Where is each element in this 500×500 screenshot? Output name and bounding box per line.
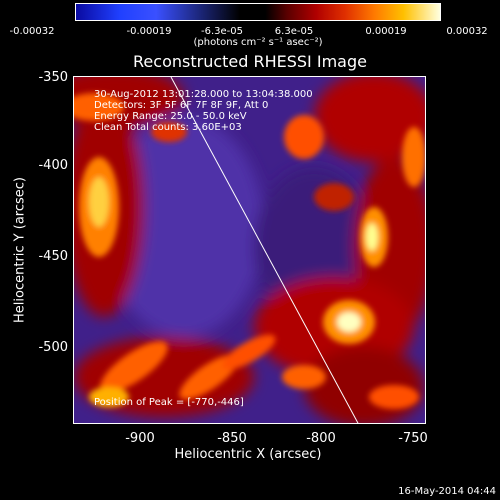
y-tick: -350 <box>38 70 68 85</box>
image-canvas <box>74 77 425 423</box>
timestamp: 16-May-2014 04:44 <box>398 486 496 497</box>
colorbar-unit: (photons cm⁻² s⁻¹ asec⁻²) <box>193 37 323 48</box>
rhessi-image <box>73 76 426 424</box>
colorbar-tick: -0.00032 <box>9 26 55 37</box>
x-tick: -800 <box>306 431 336 446</box>
image-title: Reconstructed RHESSI Image <box>133 52 367 71</box>
colorbar-tick: -6.3e-05 <box>201 26 243 37</box>
y-tick: -400 <box>38 158 68 173</box>
colorbar-tick: 6.3e-05 <box>274 26 314 37</box>
y-tick: -500 <box>38 340 68 355</box>
colorbar <box>75 3 441 21</box>
x-axis-label: Heliocentric X (arcsec) <box>174 447 322 462</box>
x-tick: -850 <box>217 431 247 446</box>
x-tick: -900 <box>125 431 155 446</box>
solar-limb-line <box>170 77 359 423</box>
colorbar-tick: -0.00019 <box>126 26 172 37</box>
colorbar-tick: 0.00032 <box>446 26 488 37</box>
info-energy: Energy Range: 25.0 - 50.0 keV <box>94 111 247 122</box>
y-tick: -450 <box>38 249 68 264</box>
x-tick: -750 <box>398 431 428 446</box>
colorbar-tick: 0.00019 <box>365 26 407 37</box>
info-time: 30-Aug-2012 13:01:28.000 to 13:04:38.000 <box>94 89 313 100</box>
peak-position: Position of Peak = [-770,-446] <box>94 397 244 408</box>
y-axis-label: Heliocentric Y (arcsec) <box>12 177 28 323</box>
info-clean: Clean Total counts: 3.60E+03 <box>94 122 242 133</box>
info-detectors: Detectors: 3F 5F 6F 7F 8F 9F, Att 0 <box>94 100 269 111</box>
